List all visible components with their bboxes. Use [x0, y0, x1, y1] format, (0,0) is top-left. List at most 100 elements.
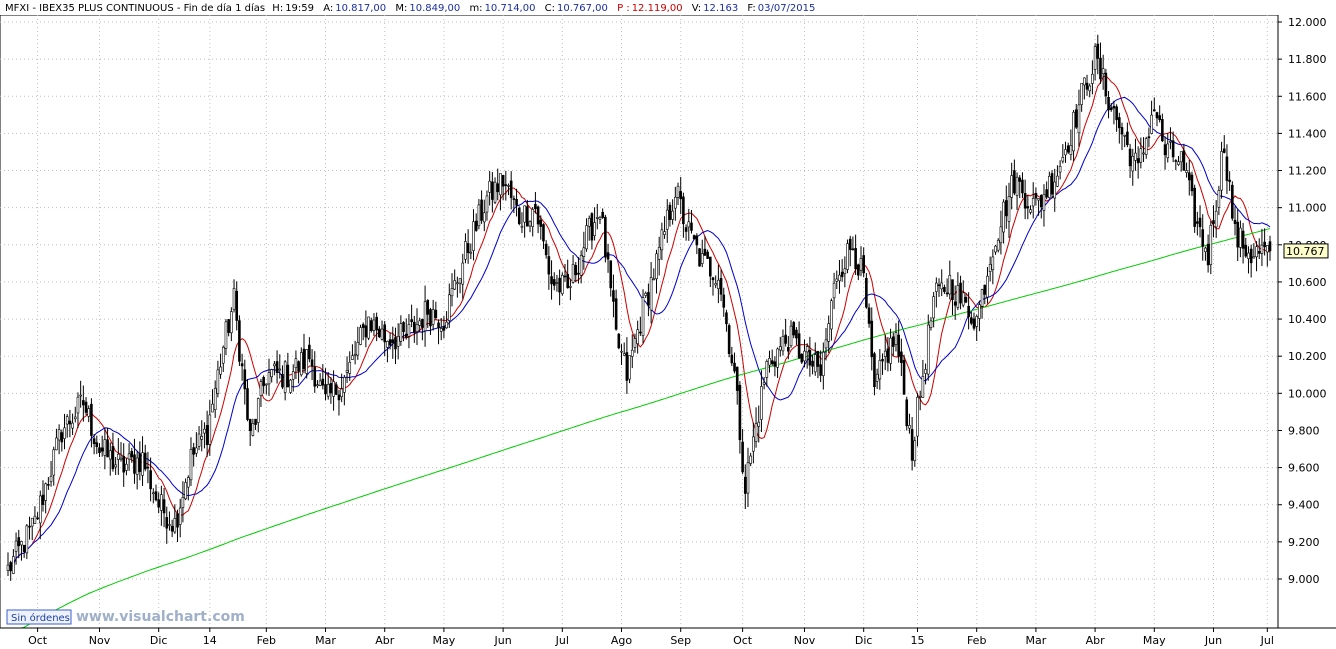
- candle: [1118, 112, 1121, 144]
- candle: [765, 359, 769, 387]
- candle: [1204, 246, 1207, 261]
- candle: [1034, 187, 1038, 206]
- candle: [114, 457, 117, 475]
- candle: [230, 307, 233, 342]
- high-value: 10.849,00: [409, 3, 460, 14]
- candle: [1249, 244, 1253, 278]
- candle: [439, 317, 443, 341]
- candle: [1029, 205, 1032, 215]
- x-tick-label: Jun: [494, 634, 512, 647]
- candle: [867, 303, 871, 328]
- candle: [975, 314, 978, 342]
- candle: [1077, 89, 1081, 147]
- candle: [1026, 195, 1030, 220]
- candle: [1007, 182, 1011, 238]
- candle: [402, 321, 405, 342]
- candle: [351, 344, 354, 360]
- candle: [587, 215, 591, 241]
- candle: [1126, 122, 1129, 148]
- candle: [1093, 43, 1097, 81]
- candle: [359, 324, 362, 346]
- candle: [1066, 142, 1070, 154]
- candle: [246, 379, 249, 422]
- candle: [1193, 184, 1196, 233]
- candle: [464, 233, 467, 264]
- candle: [501, 174, 505, 201]
- candle: [795, 327, 798, 345]
- candle: [1091, 60, 1094, 95]
- ma-20-line: [7, 96, 1271, 569]
- candle: [972, 312, 976, 331]
- candle: [582, 231, 586, 270]
- candle: [300, 347, 303, 377]
- candle: [910, 417, 914, 471]
- candle: [1255, 241, 1258, 272]
- y-tick-label: 11.000: [1288, 202, 1327, 215]
- candle: [590, 212, 594, 250]
- candle: [805, 343, 809, 369]
- candle: [824, 327, 828, 361]
- candle: [991, 249, 995, 285]
- candle: [1161, 113, 1164, 143]
- candle: [727, 323, 731, 358]
- candle: [9, 560, 12, 581]
- candle: [25, 524, 29, 560]
- x-tick-label: Mar: [315, 634, 336, 647]
- candle: [477, 199, 481, 230]
- candle: [1206, 234, 1210, 273]
- candle: [846, 239, 849, 274]
- candle: [711, 276, 715, 296]
- candle: [488, 170, 491, 206]
- candle: [480, 190, 483, 224]
- candle: [1201, 214, 1205, 261]
- candle: [604, 214, 607, 263]
- ma-10-line: [7, 75, 1271, 569]
- candle: [57, 424, 61, 455]
- orders-badge[interactable]: Sin órdenes: [6, 609, 72, 625]
- candle: [544, 240, 548, 259]
- candle: [1088, 83, 1092, 98]
- candle: [881, 353, 884, 375]
- candle: [1239, 220, 1242, 258]
- plot-area[interactable]: [0, 14, 1279, 629]
- candle: [14, 532, 18, 565]
- candle: [943, 284, 946, 294]
- candle: [265, 383, 268, 395]
- candle: [1120, 122, 1124, 151]
- candle: [491, 171, 494, 213]
- candle: [388, 332, 392, 350]
- candle: [434, 301, 438, 320]
- grid: [0, 15, 1278, 628]
- candle: [932, 291, 935, 328]
- candle: [528, 220, 532, 233]
- candle: [1058, 160, 1062, 180]
- candle: [988, 256, 992, 282]
- candle: [1101, 54, 1105, 90]
- candle: [889, 328, 892, 371]
- candle: [684, 224, 688, 241]
- candle: [423, 285, 427, 347]
- candle: [1053, 168, 1057, 212]
- candle: [305, 349, 308, 379]
- candle: [725, 309, 728, 332]
- candle: [224, 319, 228, 356]
- candle: [173, 504, 177, 534]
- x-tick-label: Oct: [28, 634, 48, 647]
- candle: [926, 314, 930, 381]
- candle: [940, 269, 944, 297]
- candle: [719, 269, 723, 302]
- candle: [262, 375, 265, 394]
- candle: [857, 263, 860, 281]
- candle: [1198, 205, 1202, 238]
- candle: [743, 464, 747, 510]
- candle: [133, 438, 136, 484]
- candle: [219, 353, 222, 379]
- y-axis: [1278, 15, 1336, 628]
- candle: [154, 484, 158, 502]
- candle: [345, 356, 349, 384]
- candle: [986, 266, 989, 304]
- candle: [248, 418, 252, 447]
- candle: [189, 437, 193, 486]
- candle: [458, 278, 462, 294]
